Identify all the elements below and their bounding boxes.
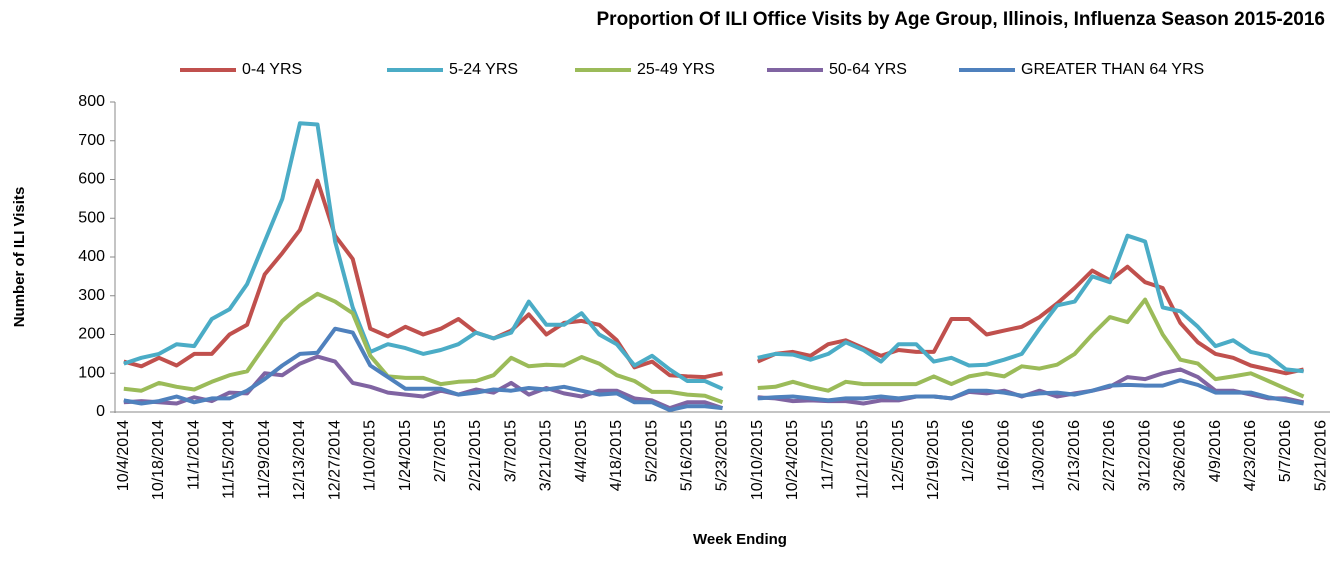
x-axis-title: Week Ending — [693, 531, 787, 548]
x-tick-label: 11/7/2015 — [819, 420, 836, 490]
x-tick-label: 3/12/2016 — [1136, 420, 1153, 491]
x-tick-label: 1/30/2016 — [1031, 420, 1048, 491]
x-tick-label: 1/24/2015 — [397, 420, 414, 491]
x-tick-label: 5/16/2015 — [679, 420, 696, 491]
x-tick-label: 10/10/2015 — [749, 420, 766, 500]
x-tick-label: 1/2/2016 — [960, 420, 977, 482]
x-tick-label: 12/27/2014 — [326, 420, 343, 500]
x-tick-label: 1/16/2016 — [995, 420, 1012, 491]
x-tick-label: 4/9/2016 — [1207, 420, 1224, 482]
y-tick-label: 700 — [78, 132, 105, 149]
x-tick-label: 5/21/2016 — [1312, 420, 1329, 491]
x-tick-label: 3/26/2016 — [1172, 420, 1189, 491]
chart-title: Proportion Of ILI Office Visits by Age G… — [597, 9, 1326, 30]
x-tick-label: 4/23/2016 — [1242, 420, 1259, 491]
y-tick-label: 800 — [78, 93, 105, 110]
x-tick-label: 12/19/2015 — [925, 420, 942, 500]
series-line — [123, 121, 1304, 391]
x-tick-label: 11/29/2014 — [256, 420, 273, 499]
x-tick-label: 10/18/2014 — [150, 420, 167, 500]
y-tick-label: 600 — [78, 171, 105, 188]
y-tick-label: 200 — [78, 326, 105, 343]
y-tick-label: 400 — [78, 248, 105, 265]
x-tick-label: 5/2/2015 — [643, 420, 660, 482]
x-tick-label: 2/7/2015 — [432, 420, 449, 482]
legend-label: GREATER THAN 64 YRS — [1021, 61, 1204, 78]
x-tick-label: 4/4/2015 — [573, 420, 590, 482]
x-tick-label: 1/10/2015 — [362, 420, 379, 491]
x-tick-label: 2/13/2016 — [1066, 420, 1083, 491]
x-tick-label: 2/27/2016 — [1101, 420, 1118, 491]
y-axis-title: Number of ILI Visits — [11, 187, 28, 328]
x-tick-label: 3/7/2015 — [502, 420, 519, 482]
x-tick-label: 3/21/2015 — [538, 420, 555, 491]
x-tick-label: 10/4/2014 — [115, 420, 132, 491]
x-tick-label: 12/5/2015 — [890, 420, 907, 491]
y-tick-label: 0 — [96, 403, 105, 420]
series-line — [123, 291, 1305, 405]
legend-label: 50-64 YRS — [829, 61, 907, 78]
y-tick-label: 300 — [78, 287, 105, 304]
x-tick-label: 10/24/2015 — [784, 420, 801, 500]
x-tick-label: 2/21/2015 — [467, 420, 484, 491]
x-tick-label: 11/21/2015 — [855, 420, 872, 499]
x-tick-label: 12/13/2014 — [291, 420, 308, 500]
x-tick-label: 4/18/2015 — [608, 420, 625, 491]
y-tick-label: 100 — [78, 364, 105, 381]
legend-label: 5-24 YRS — [449, 61, 518, 78]
legend-label: 25-49 YRS — [637, 61, 715, 78]
x-tick-label: 11/1/2014 — [185, 420, 202, 490]
x-tick-label: 11/15/2014 — [221, 420, 238, 499]
y-tick-label: 500 — [78, 209, 105, 226]
x-tick-label: 5/23/2015 — [714, 420, 731, 491]
series-line — [123, 326, 1304, 413]
legend-label: 0-4 YRS — [242, 61, 302, 78]
series-line — [123, 178, 1305, 380]
x-tick-label: 5/7/2016 — [1277, 420, 1294, 482]
